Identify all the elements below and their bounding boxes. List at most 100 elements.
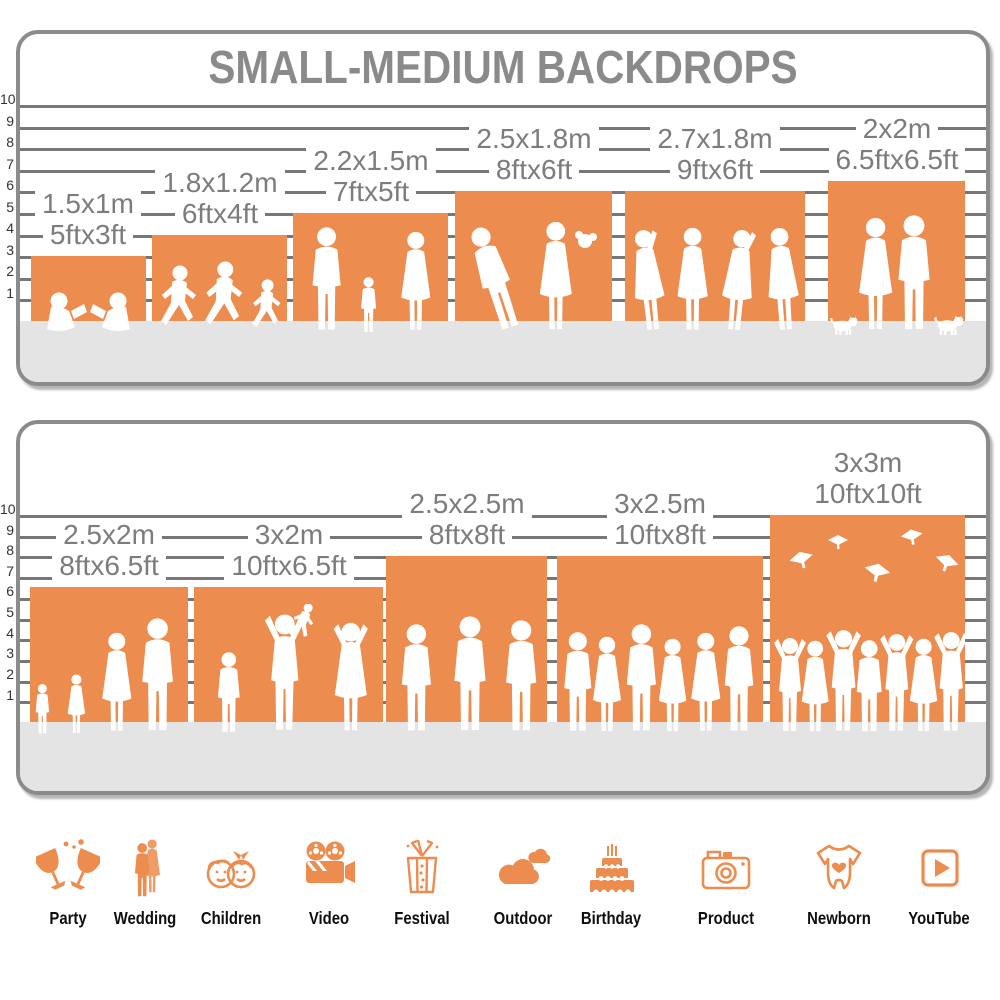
ruler-tick: 10	[0, 501, 16, 517]
category-children: Children	[181, 836, 281, 929]
size-label-metric: 2x2m	[855, 113, 939, 144]
size-label: 2.7x1.8m 9ftx6ft	[600, 123, 830, 185]
size-label-metric: 2.2x1.5m	[306, 145, 436, 176]
category-festival: Festival	[372, 836, 472, 929]
size-label-imperial: 8ftx6.5ft	[52, 550, 166, 581]
size-label-imperial: 9ftx6ft	[669, 154, 761, 185]
gridline	[20, 105, 986, 108]
ruler-tick: 8	[6, 542, 14, 558]
size-label: 2x2m 6.5ftx6.5ft	[782, 113, 986, 175]
category-label: Party	[49, 908, 87, 928]
floor-strip	[20, 321, 986, 382]
size-label: 2.2x1.5m 7ftx5ft	[256, 145, 486, 207]
wedding-couple-icon	[95, 836, 195, 900]
ruler-tick: 3	[6, 645, 14, 661]
clouds-icon	[473, 836, 573, 900]
children-faces-icon	[181, 836, 281, 900]
backdrop-size-rect	[293, 213, 448, 333]
backdrop-size-rect	[770, 515, 965, 732]
youtube-play-icon	[889, 836, 989, 900]
ruler-tick: 9	[6, 522, 14, 538]
category-product: Product	[676, 836, 776, 929]
silhouette-graduation-crowd	[774, 527, 965, 732]
birthday-cake-icon	[561, 836, 661, 900]
ruler-tick: 7	[6, 156, 14, 172]
bottom-size-chart-panel: 2.5x2m 8ftx6.5ft 3x2m 10ftx6.5ft 2.5x2.5…	[16, 420, 990, 795]
size-label: 2.5x2.5m 8ftx8ft	[352, 488, 582, 550]
size-label-metric: 1.8x1.2m	[155, 167, 285, 198]
silhouette-group-of-friends	[564, 624, 754, 732]
backdrop-size-rect	[194, 587, 383, 732]
floor-strip	[20, 722, 986, 791]
ruler-tick: 5	[6, 199, 14, 215]
size-label: 3x2m 10ftx6.5ft	[174, 519, 404, 581]
backdrop-size-rect	[828, 181, 965, 335]
backdrop-size-rect	[386, 556, 547, 731]
page-title: SMALL-MEDIUM BACKDROPS	[208, 41, 798, 93]
category-label: Birthday	[580, 908, 642, 928]
silhouette-family-walking	[312, 227, 431, 333]
size-label-metric: 1.5x1m	[35, 188, 141, 219]
ruler-tick: 2	[6, 263, 14, 279]
size-label-imperial: 8ftx8ft	[421, 519, 513, 550]
silhouette-couple-walking-dogs	[830, 215, 964, 335]
ruler-tick: 5	[6, 604, 14, 620]
size-label-imperial: 10ftx10ft	[807, 478, 929, 509]
size-label-imperial: 8ftx6ft	[488, 154, 580, 185]
ruler-tick: 1	[6, 285, 14, 301]
size-label: 1.8x1.2m 6ftx4ft	[105, 167, 335, 229]
ruler-tick: 2	[6, 666, 14, 682]
backdrop-size-rect	[557, 556, 763, 732]
gift-box-icon	[372, 836, 472, 900]
ruler-tick: 6	[6, 583, 14, 599]
size-label-metric: 2.5x2m	[56, 519, 162, 550]
size-label: 2.5x2m 8ftx6.5ft	[20, 519, 224, 581]
silhouette-wedding-couple	[464, 221, 597, 332]
ruler-tick: 8	[6, 134, 14, 150]
category-youtube: YouTube	[889, 836, 989, 929]
category-newborn: Newborn	[789, 836, 889, 929]
size-label: 1.5x1m 5ftx3ft	[20, 188, 203, 250]
size-label: 3x2.5m 10ftx8ft	[545, 488, 775, 550]
size-label-imperial: 6.5ftx6.5ft	[828, 144, 966, 175]
silhouette-family-playing	[217, 604, 368, 732]
category-label: Children	[200, 908, 262, 928]
silhouette-men-standing	[401, 616, 537, 731]
silhouette-children-running	[161, 261, 281, 327]
category-label: Product	[697, 908, 755, 928]
backdrop-size-rect	[455, 191, 612, 332]
size-label-imperial: 6ftx4ft	[174, 198, 266, 229]
size-label-metric: 2.5x2.5m	[402, 488, 532, 519]
ruler-tick: 3	[6, 242, 14, 258]
ruler-tick: 4	[6, 625, 14, 641]
size-label: 2.5x1.8m 8ftx6ft	[419, 123, 649, 185]
size-label-imperial: 5ftx3ft	[42, 219, 134, 250]
ruler-tick: 10	[0, 91, 16, 107]
party-glasses-icon	[18, 836, 118, 900]
category-label: Festival	[394, 908, 450, 928]
baby-onesie-icon	[789, 836, 889, 900]
category-label: Newborn	[807, 908, 871, 928]
size-label-imperial: 10ftx6.5ft	[224, 550, 354, 581]
size-label-metric: 3x3m	[826, 447, 910, 478]
backdrop-size-rect	[31, 256, 146, 332]
category-row: Party Wedding	[0, 836, 1000, 946]
ruler-tick: 9	[6, 113, 14, 129]
size-label-metric: 2.5x1.8m	[469, 123, 599, 154]
category-video: Video	[279, 836, 379, 929]
size-label-imperial: 7ftx5ft	[325, 176, 417, 207]
ruler-tick: 4	[6, 220, 14, 236]
category-label: YouTube	[908, 908, 970, 928]
backdrop-size-rect	[152, 235, 287, 327]
category-label: Video	[308, 908, 350, 928]
top-size-chart-panel: SMALL-MEDIUM BACKDROPS 1.5x1m 5ftx3ft 1.…	[16, 30, 990, 386]
video-camera-icon	[279, 836, 379, 900]
category-party: Party	[18, 836, 118, 929]
category-outdoor: Outdoor	[473, 836, 573, 929]
size-label-metric: 3x2.5m	[607, 488, 713, 519]
category-label: Wedding	[113, 908, 177, 928]
backdrop-size-rect	[625, 191, 805, 331]
size-label-imperial: 10ftx8ft	[607, 519, 713, 550]
size-label-metric: 2.7x1.8m	[650, 123, 780, 154]
category-birthday: Birthday	[561, 836, 661, 929]
